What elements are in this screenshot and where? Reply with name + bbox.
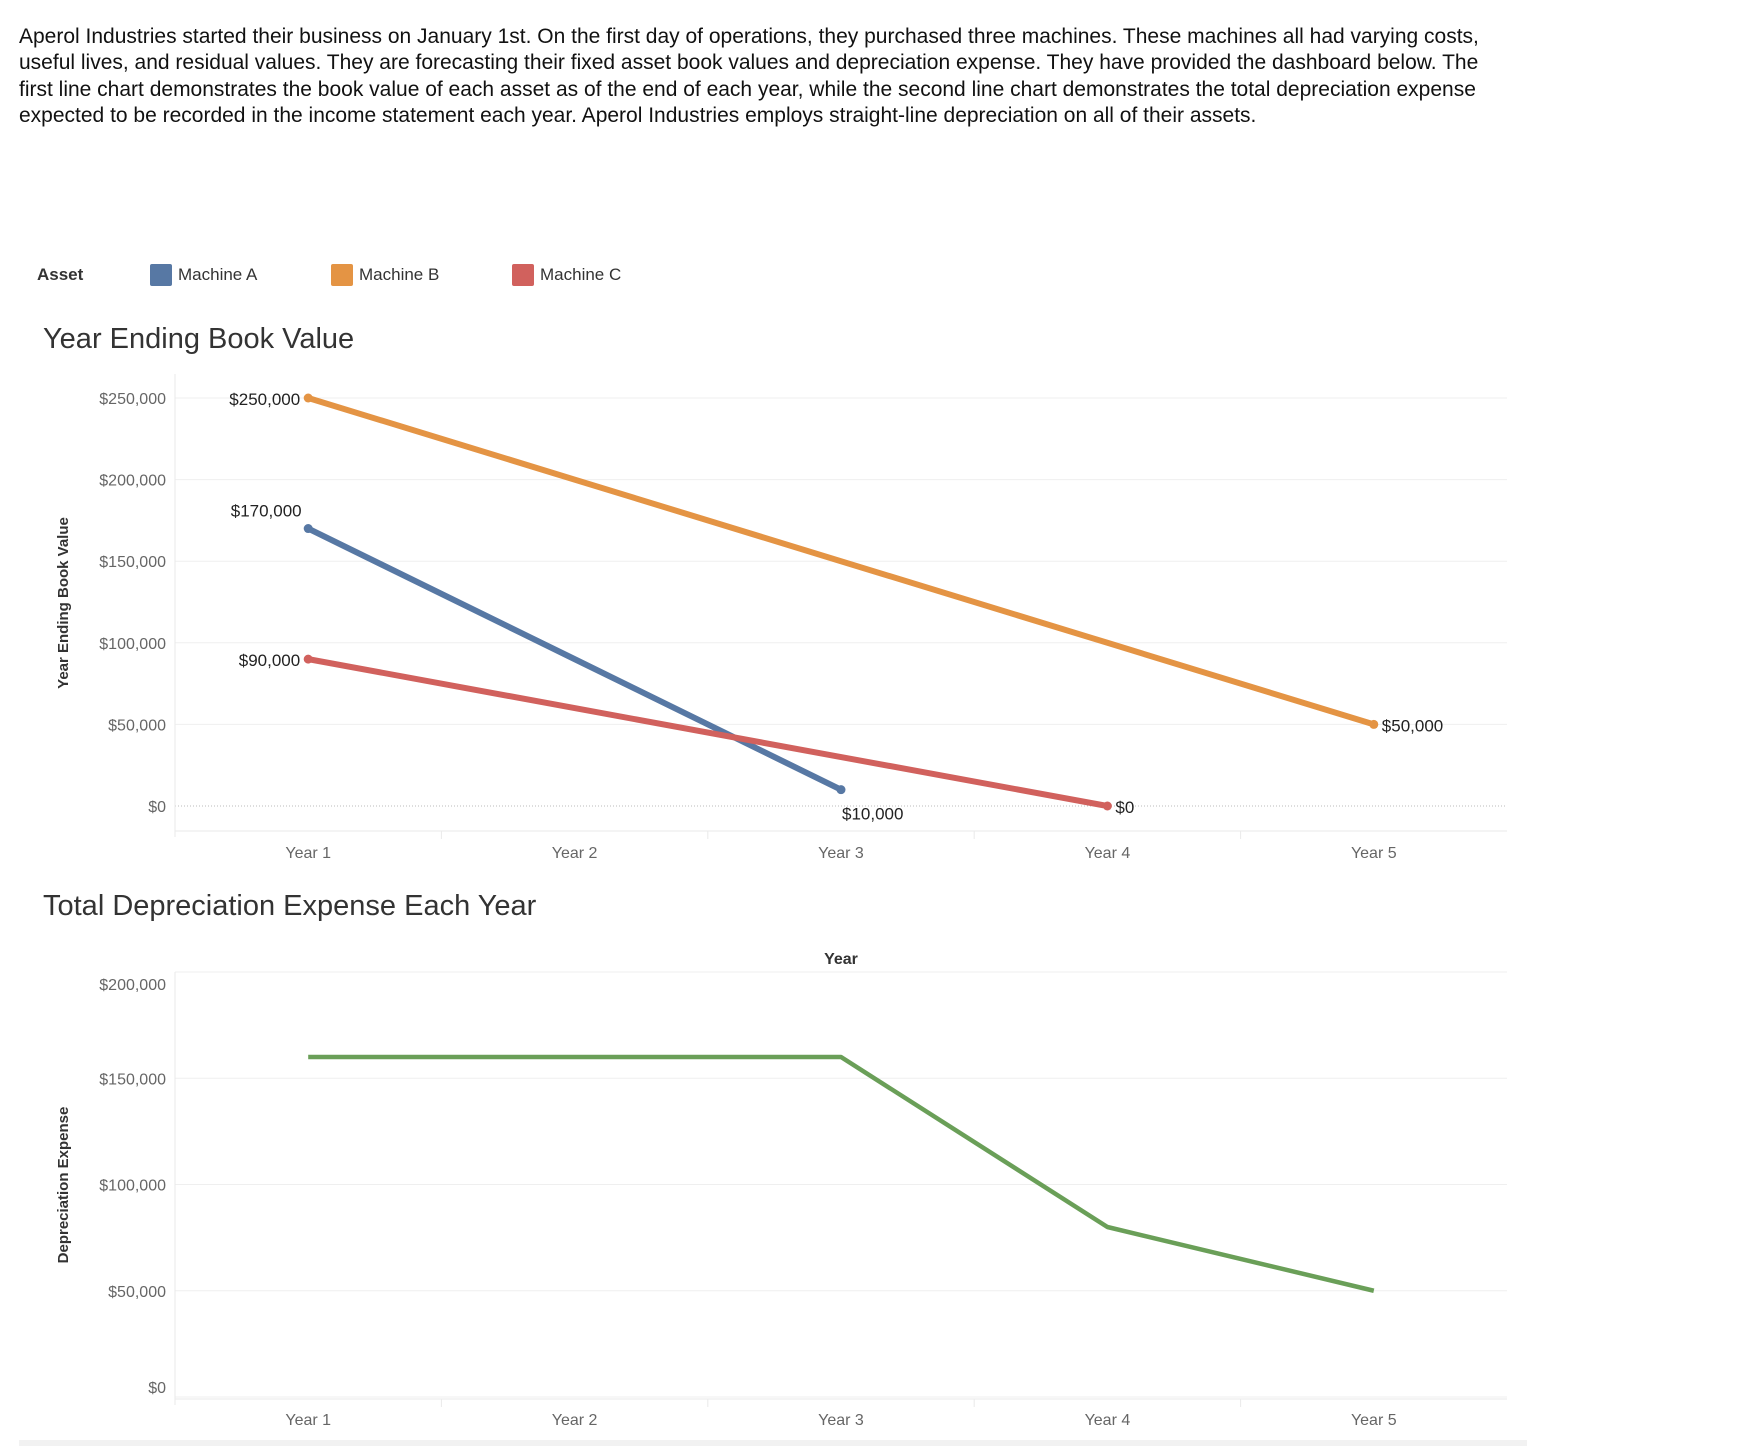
legend-item-machine-a[interactable]: Machine A <box>150 264 331 286</box>
x-tick-label: Year 2 <box>552 845 598 862</box>
y-tick-label: $150,000 <box>99 1071 166 1088</box>
series-line-machine-b <box>307 395 1375 728</box>
legend-label: Machine C <box>540 265 622 284</box>
data-label: $250,000 <box>229 390 300 409</box>
legend-item-machine-c[interactable]: Machine C <box>512 264 693 286</box>
chart2-title: Total Depreciation Expense Each Year <box>43 890 537 922</box>
y-tick-label: $0 <box>148 799 166 816</box>
intro-paragraph: Aperol Industries started their business… <box>19 25 1479 128</box>
y-tick-label: $0 <box>148 1380 166 1397</box>
scrollbar-strip <box>19 1440 1527 1446</box>
data-label: $170,000 <box>231 502 302 521</box>
data-label: $0 <box>1115 798 1134 817</box>
chart1-title: Year Ending Book Value <box>43 323 355 355</box>
data-point <box>1102 801 1112 811</box>
data-point <box>303 393 313 403</box>
legend-title: Asset <box>37 265 84 284</box>
y-axis-title: Depreciation Expense <box>55 1107 72 1264</box>
x-tick-label: Year 5 <box>1351 1412 1397 1429</box>
x-tick-label: Year 4 <box>1085 845 1131 862</box>
x-tick-label: Year 3 <box>818 845 864 862</box>
asset-legend: Asset Machine A Machine B Machine C <box>37 264 693 286</box>
legend-swatch <box>150 264 172 286</box>
legend-swatch <box>331 264 353 286</box>
data-label: $50,000 <box>1382 716 1443 735</box>
y-tick-label: $50,000 <box>108 717 166 734</box>
x-tick-label: Year 4 <box>1085 1412 1131 1429</box>
x-tick-label: Year 5 <box>1351 845 1397 862</box>
data-label: $10,000 <box>842 805 903 824</box>
y-axis-title: Year Ending Book Value <box>55 517 72 689</box>
y-tick-label: $200,000 <box>99 977 166 994</box>
x-tick-label: Year 3 <box>818 1412 864 1429</box>
y-tick-label: $200,000 <box>99 473 166 490</box>
data-point <box>303 524 313 534</box>
y-tick-label: $250,000 <box>99 391 166 408</box>
legend-label: Machine A <box>178 265 258 284</box>
y-tick-label: $100,000 <box>99 636 166 653</box>
legend-label: Machine B <box>359 265 440 284</box>
data-point <box>303 654 313 664</box>
data-point <box>1369 719 1379 729</box>
legend-item-machine-b[interactable]: Machine B <box>331 264 512 286</box>
x-tick-label: Year 1 <box>285 1412 331 1429</box>
data-point <box>836 785 846 795</box>
series-line-total <box>308 1054 1375 1293</box>
x-tick-label: Year 1 <box>285 845 331 862</box>
series-line-machine-a <box>306 525 843 793</box>
y-tick-label: $50,000 <box>108 1284 166 1301</box>
y-tick-label: $150,000 <box>99 554 166 571</box>
y-tick-label: $100,000 <box>99 1178 166 1195</box>
data-label: $90,000 <box>239 651 300 670</box>
legend-swatch <box>512 264 534 286</box>
column-header: Year <box>824 951 858 968</box>
series-line-machine-c <box>307 656 1108 809</box>
x-tick-label: Year 2 <box>552 1412 598 1429</box>
